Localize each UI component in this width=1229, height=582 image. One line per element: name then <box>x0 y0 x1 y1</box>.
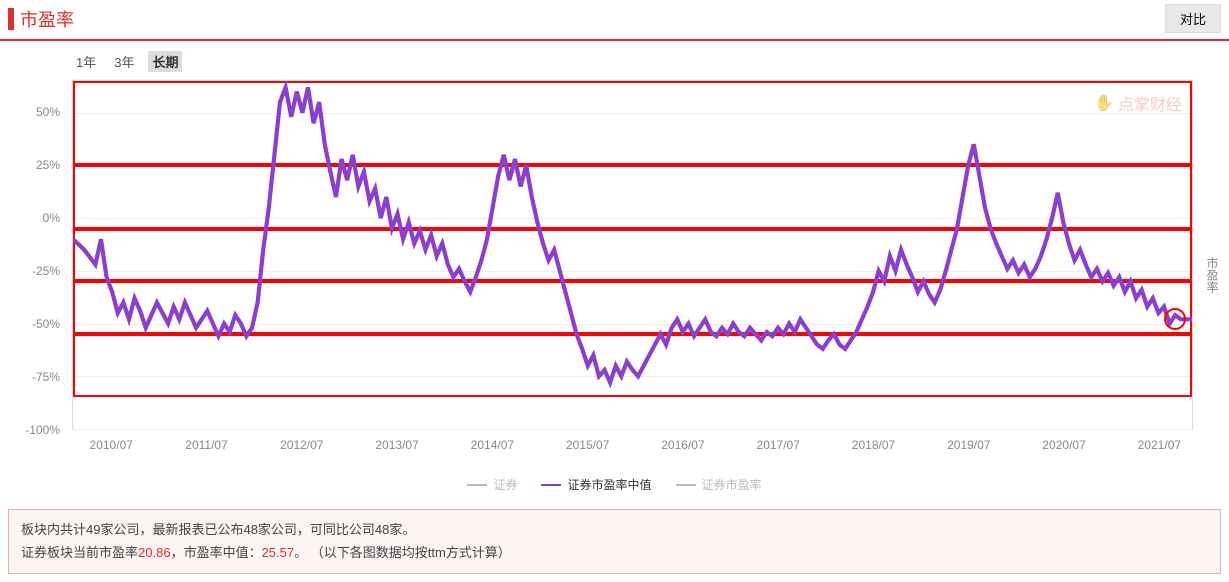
info-box: 板块内共计49家公司，最新报表已公布48家公司，可同比公司48家。 证券板块当前… <box>8 509 1221 574</box>
y-tick: -25% <box>10 264 60 278</box>
chart-area: 50%25%0%-25%-50%-75%-100% ✋ 点掌财经 市盈率 201… <box>10 80 1199 470</box>
legend-swatch <box>676 484 696 486</box>
plot-region[interactable]: ✋ 点掌财经 <box>72 80 1193 430</box>
y-tick: -75% <box>10 370 60 384</box>
x-tick: 2014/07 <box>471 438 514 452</box>
legend-swatch <box>467 484 487 486</box>
y-tick: -100% <box>10 423 60 437</box>
x-tick: 2018/07 <box>852 438 895 452</box>
y-axis: 50%25%0%-25%-50%-75%-100% <box>10 80 66 430</box>
x-tick: 2011/07 <box>185 438 228 452</box>
y-tick: 25% <box>10 158 60 172</box>
pe-value: 20.86 <box>138 545 171 560</box>
chart-header: 市盈率 对比 <box>0 0 1229 41</box>
compare-button[interactable]: 对比 <box>1165 4 1221 33</box>
range-tab-1[interactable]: 3年 <box>110 51 138 72</box>
legend-label: 证券市盈率 <box>702 476 762 493</box>
range-tabs: 1年 3年长期 <box>0 41 1229 80</box>
x-tick: 2012/07 <box>280 438 323 452</box>
title-accent-bar <box>8 8 14 30</box>
x-tick: 2021/07 <box>1138 438 1181 452</box>
x-tick: 2010/07 <box>90 438 133 452</box>
pe-median: 25.57 <box>262 545 295 560</box>
gridline <box>73 429 1192 430</box>
x-tick: 2013/07 <box>375 438 418 452</box>
range-tab-2[interactable]: 长期 <box>148 51 182 72</box>
x-tick: 2017/07 <box>757 438 800 452</box>
page-title: 市盈率 <box>20 6 74 32</box>
legend-swatch <box>541 484 561 486</box>
legend-item-1[interactable]: 证券市盈率中值 <box>541 476 651 493</box>
x-tick: 2019/07 <box>947 438 990 452</box>
info-line-2: 证券板块当前市盈率20.86，市盈率中值：25.57。 （以下各图数据均按ttm… <box>21 541 1208 564</box>
legend-label: 证券市盈率中值 <box>567 476 651 493</box>
chart-legend: 证券 证券市盈率中值 证券市盈率 <box>0 470 1229 503</box>
info-line-1: 板块内共计49家公司，最新报表已公布48家公司，可同比公司48家。 <box>21 518 1208 541</box>
y-tick: -50% <box>10 317 60 331</box>
y-tick: 50% <box>10 105 60 119</box>
y-axis-right-label: 市盈率 <box>1204 257 1221 293</box>
x-tick: 2016/07 <box>661 438 704 452</box>
legend-item-0[interactable]: 证券 <box>467 476 517 493</box>
x-tick: 2015/07 <box>566 438 609 452</box>
range-tab-0[interactable]: 1年 <box>72 51 100 72</box>
x-axis: 2010/07 2011/07 2012/07 2013/07 2014/07 2015/… <box>72 438 1193 452</box>
line-series <box>73 81 1192 429</box>
legend-label: 证券 <box>493 476 517 493</box>
x-tick: 2020/07 <box>1042 438 1085 452</box>
y-tick: 0% <box>10 211 60 225</box>
legend-item-2[interactable]: 证券市盈率 <box>676 476 762 493</box>
title-wrap: 市盈率 <box>8 6 74 32</box>
